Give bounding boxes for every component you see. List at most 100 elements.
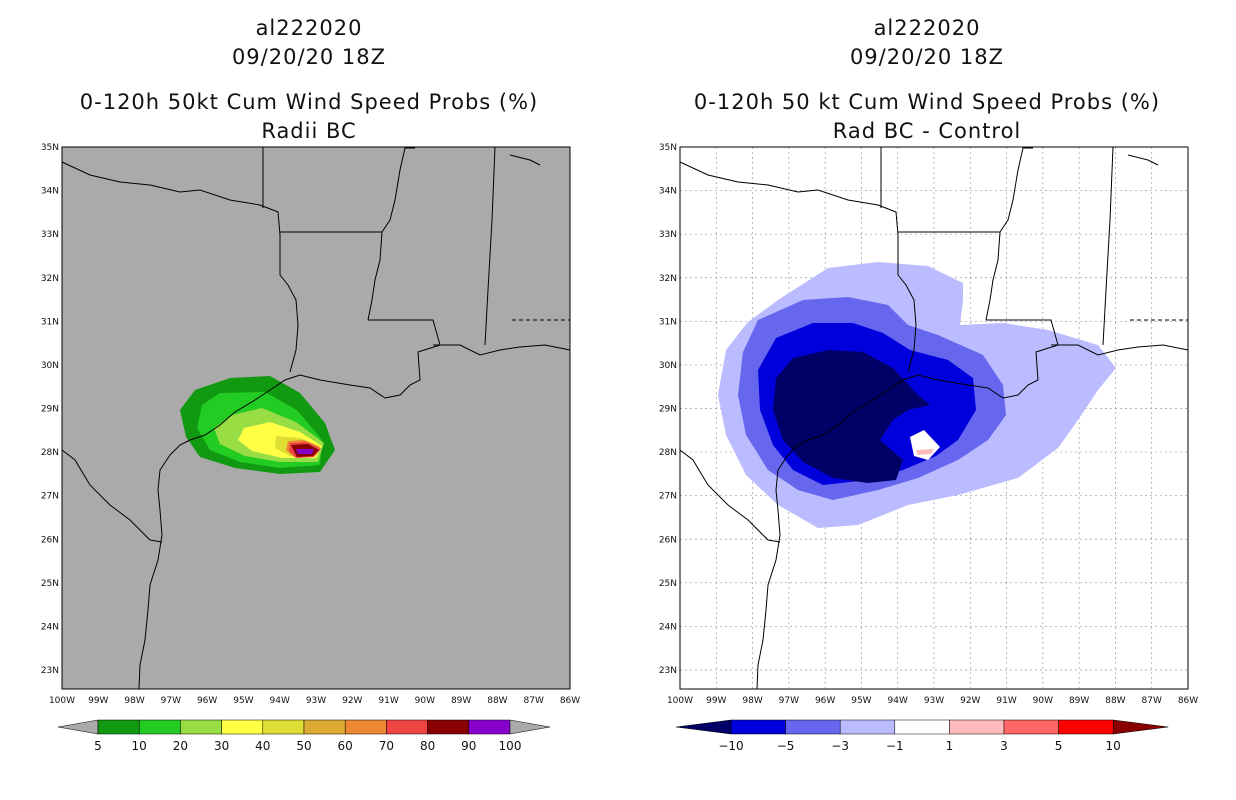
contour-plus-3 — [916, 449, 934, 455]
legend-label: −1 — [886, 739, 904, 753]
legend-swatch — [894, 719, 950, 735]
storm-id: al222020 — [255, 16, 363, 40]
lat-label: 24N — [41, 622, 59, 632]
lon-label: 92W — [342, 696, 362, 706]
lon-label: 97W — [779, 696, 799, 706]
legend-label: 20 — [173, 739, 188, 753]
lon-label: 90W — [415, 696, 435, 706]
lat-label: 27N — [41, 492, 59, 502]
lat-label: 33N — [41, 230, 59, 240]
legend-label: 30 — [214, 739, 229, 753]
legend-swatch — [427, 719, 470, 735]
datetime: 09/20/20 18Z — [849, 45, 1005, 69]
legend-swatch — [344, 719, 387, 735]
legend-low-arrow — [57, 719, 99, 735]
legend-swatch — [303, 719, 346, 735]
lon-label: 96W — [197, 696, 217, 706]
coastline-and-borders — [679, 146, 1189, 690]
legend-label: 5 — [1055, 739, 1063, 753]
legend-label: 40 — [255, 739, 270, 753]
lat-label: 28N — [659, 448, 677, 458]
lon-label: 88W — [1105, 696, 1125, 706]
lon-label: 100W — [667, 696, 693, 706]
legend-label: −5 — [777, 739, 795, 753]
lat-axis-labels: 35N 34N 33N 32N 31N 30N 29N 28N 27N 26N 25N 24N 23N — [659, 143, 677, 676]
legend-swatch — [1058, 719, 1114, 735]
datetime: 09/20/20 18Z — [231, 45, 387, 69]
lat-label: 29N — [41, 405, 59, 415]
left-map: 35N34N33N32N31N30N29N28N27N26N25N24N23N … — [41, 143, 580, 753]
lon-label: 99W — [706, 696, 726, 706]
lat-label: 23N — [41, 666, 59, 676]
legend-label: 10 — [1106, 739, 1121, 753]
lon-label: 98W — [742, 696, 762, 706]
contour-90 — [296, 449, 314, 454]
lon-label: 100W — [49, 696, 75, 706]
legend-swatch — [138, 719, 181, 735]
lat-label: 31N — [41, 317, 59, 327]
legend-label: 100 — [499, 739, 522, 753]
legend-swatch — [180, 719, 222, 735]
lon-label: 90W — [1033, 696, 1053, 706]
lon-label: 97W — [161, 696, 181, 706]
lon-label: 96W — [815, 696, 835, 706]
color-legend: −10 −5 −3 −1 1 3 5 10 — [675, 719, 1169, 753]
contour-minus-10 — [773, 350, 930, 483]
legend-label: −3 — [831, 739, 849, 753]
lat-label: 34N — [41, 187, 59, 197]
lon-label: 93W — [306, 696, 326, 706]
legend-swatch — [1003, 719, 1059, 735]
lon-axis-labels: 100W 99W 98W 97W 96W 95W 94W 93W 92W 91W 90W 89W 88W… — [667, 696, 1198, 706]
legend-label: 80 — [420, 739, 435, 753]
legend-low-arrow — [675, 719, 732, 735]
legend-swatch — [221, 719, 264, 735]
legend-label: 3 — [1000, 739, 1008, 753]
legend-swatch — [262, 719, 305, 735]
lon-label: 94W — [888, 696, 908, 706]
legend-label: 50 — [296, 739, 311, 753]
lon-label: 93W — [924, 696, 944, 706]
legend-swatch — [97, 719, 140, 735]
lon-label: 89W — [451, 696, 471, 706]
lat-label: 35N — [41, 143, 59, 153]
lat-label: 34N — [659, 187, 677, 197]
legend-swatch — [839, 719, 896, 735]
lat-label: 26N — [659, 535, 677, 545]
lat-axis-labels: 35N 34N 33N 32N 31N 30N 29N 28N 27N 26N 25N 24N 23N — [41, 143, 59, 676]
lon-label: 98W — [124, 696, 144, 706]
legend-swatch — [386, 719, 428, 735]
product-title: 0-120h 50kt Cum Wind Speed Probs (%) — [79, 90, 539, 114]
lon-label: 86W — [1178, 696, 1198, 706]
lat-label: 25N — [41, 579, 59, 589]
legend-label: 1 — [946, 739, 954, 753]
lat-label: 32N — [659, 274, 677, 284]
legend-label: 70 — [379, 739, 394, 753]
lon-label: 95W — [851, 696, 871, 706]
lat-label: 29N — [659, 405, 677, 415]
map-frame — [679, 146, 1189, 690]
lon-axis-labels: 100W 99W 98W 97W 96W 95W 94W 93W 92W 91W 90W 89W 88W… — [49, 696, 580, 706]
lat-label: 24N — [659, 622, 677, 632]
lon-label: 92W — [960, 696, 980, 706]
product-title: 0-120h 50 kt Cum Wind Speed Probs (%) — [693, 90, 1161, 114]
legend-swatch — [730, 719, 786, 735]
legend-label: −10 — [718, 739, 743, 753]
legend-swatch — [468, 719, 511, 735]
panel-subtitle: Radii BC — [261, 119, 357, 143]
legend-label: 10 — [132, 739, 147, 753]
lon-label: 94W — [270, 696, 290, 706]
legend-label: 90 — [461, 739, 476, 753]
lat-label: 35N — [659, 143, 677, 153]
storm-id: al222020 — [873, 16, 981, 40]
lat-label: 23N — [659, 666, 677, 676]
legend-label: 60 — [338, 739, 353, 753]
lon-label: 87W — [1142, 696, 1162, 706]
lon-label: 91W — [996, 696, 1016, 706]
legend-high-arrow — [509, 719, 551, 735]
legend-high-arrow — [1112, 719, 1169, 735]
lat-label: 26N — [41, 535, 59, 545]
lat-label: 25N — [659, 579, 677, 589]
right-panel: al222020 09/20/20 18Z 0-120h 50 kt Cum W… — [618, 0, 1236, 800]
color-legend: 5 10 20 30 40 50 60 70 80 90 100 — [57, 719, 551, 753]
lon-label: 86W — [560, 696, 580, 706]
